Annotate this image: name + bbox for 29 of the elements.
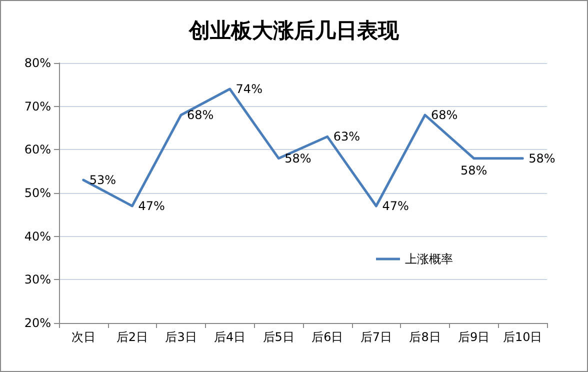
data-label: 58% <box>460 163 488 178</box>
legend-label: 上涨概率 <box>405 252 453 266</box>
data-label: 68% <box>187 108 214 122</box>
x-tick-label: 后10日 <box>502 330 542 344</box>
y-tick-label: 60% <box>24 142 51 157</box>
y-tick-label: 70% <box>24 99 51 114</box>
data-label: 53% <box>89 173 116 187</box>
y-tick-label: 40% <box>24 229 51 244</box>
x-tick-label: 后7日 <box>360 330 392 344</box>
data-label: 58% <box>528 151 556 166</box>
x-tick-label: 后8日 <box>409 330 441 344</box>
data-label: 74% <box>236 82 262 96</box>
x-tick-label: 后9日 <box>458 330 490 344</box>
x-tick-label: 后2日 <box>116 330 148 344</box>
chart-title: 创业板大涨后几日表现 <box>188 18 400 42</box>
y-tick-label: 80% <box>24 56 51 70</box>
data-label: 68% <box>431 108 458 122</box>
x-tick-label: 后4日 <box>214 330 246 344</box>
y-tick-label: 30% <box>24 272 51 287</box>
x-tick-label: 后3日 <box>165 330 197 344</box>
x-tick-label: 后5日 <box>262 330 294 344</box>
x-tick-label: 后6日 <box>312 330 344 344</box>
x-tick-label: 次日 <box>71 330 96 344</box>
data-label: 58% <box>284 151 312 166</box>
y-tick-label: 50% <box>24 186 51 200</box>
data-label: 63% <box>333 130 360 144</box>
y-tick-label: 20% <box>24 316 51 330</box>
data-label: 47% <box>138 199 165 213</box>
data-label: 47% <box>382 199 409 213</box>
